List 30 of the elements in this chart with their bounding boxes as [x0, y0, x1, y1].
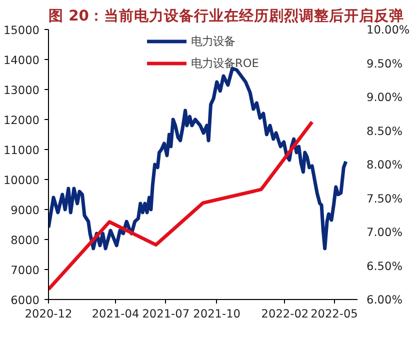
y2-tick-label: 9.50% [366, 56, 403, 70]
y2-tick-label: 6.50% [366, 258, 403, 273]
line-series [48, 66, 348, 250]
y-tick-label: 14000 [3, 53, 40, 67]
x-tick-label: 2021-07 [142, 306, 190, 320]
y-tick-label: 8000 [10, 233, 40, 247]
x-tick-label: 2022-02 [261, 306, 309, 320]
y-tick-label: 7000 [10, 263, 40, 277]
legend-label: 电力设备ROE [191, 56, 259, 70]
x-tick-label: 2022-05 [310, 306, 358, 320]
y-tick-label: 11000 [3, 143, 40, 157]
x-tick-label: 2020-12 [24, 306, 72, 320]
y-tick-label: 10000 [3, 173, 40, 187]
y2-tick-label: 8.50% [366, 124, 403, 138]
y-tick-label: 15000 [3, 23, 40, 37]
y2-tick-label: 10.00% [366, 22, 410, 36]
y2-tick-label: 6.00% [366, 292, 403, 306]
y2-tick-label: 8.00% [366, 158, 403, 172]
legend-label: 电力设备 [191, 34, 236, 48]
y2-tick-label: 9.00% [366, 90, 403, 104]
y-tick-label: 9000 [10, 203, 40, 217]
y-tick-label: 13000 [3, 83, 40, 97]
y-tick-label: 6000 [10, 293, 40, 307]
chart-title: 图 20：当前电力设备行业在经历剧烈调整后开启反弹 [48, 6, 404, 24]
x-tick-label: 2021-10 [193, 306, 241, 320]
line-series [48, 120, 314, 292]
y-tick-label: 12000 [3, 113, 40, 127]
y2-tick-label: 7.00% [366, 225, 403, 239]
x-tick-label: 2021-04 [92, 306, 140, 320]
y2-tick-label: 7.50% [366, 191, 403, 206]
